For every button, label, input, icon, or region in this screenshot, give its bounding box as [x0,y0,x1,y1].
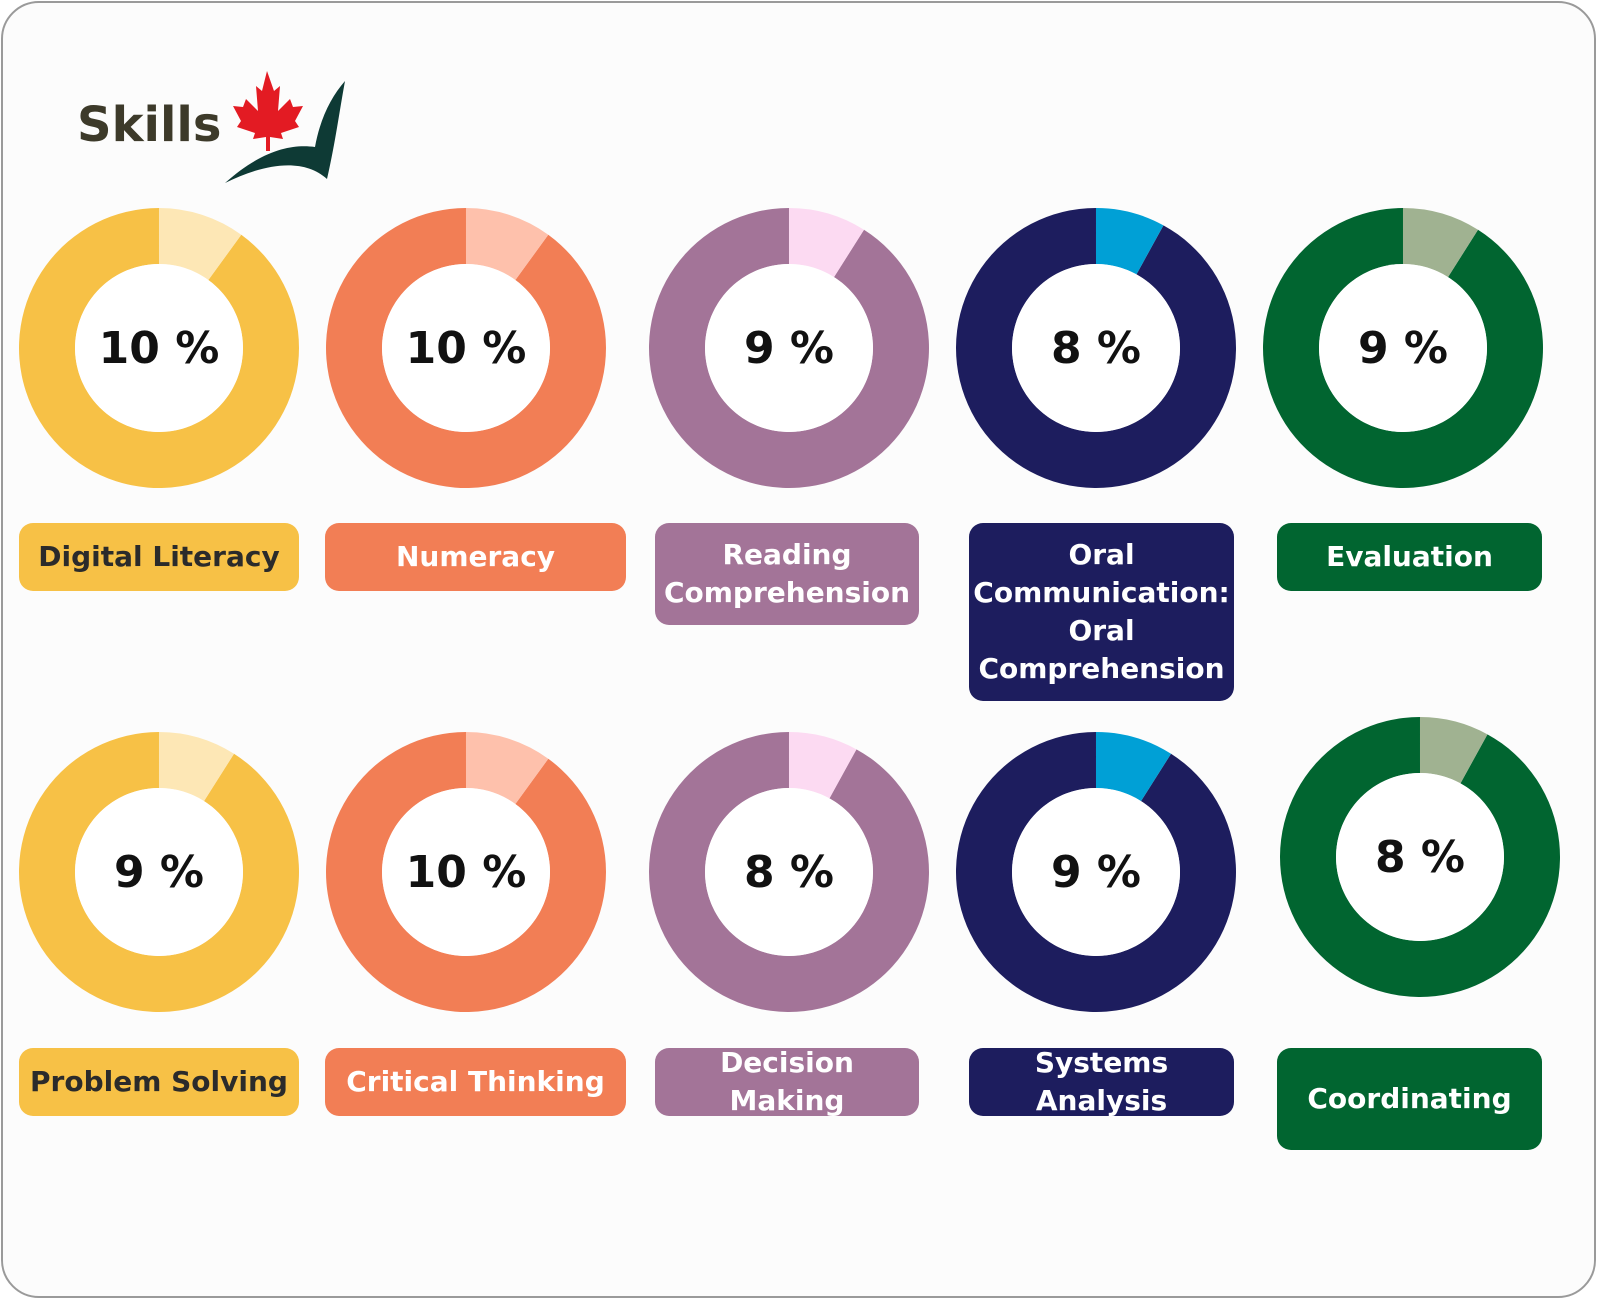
donut-slice-share [466,732,549,805]
skill-label-systems-analysis: Systems Analysis [969,1046,1234,1117]
donut-slice-share [159,208,242,281]
donut-percent-label: 10 % [405,846,527,898]
donut-problem-solving: 9 % [17,730,301,1014]
donut-percent-label: 9 % [1357,322,1449,374]
donut-svg [956,208,1236,488]
donut-percent-label: 8 % [743,846,835,898]
donut-slice-share [789,208,865,278]
donut-hole [705,788,873,956]
donut-slice-remainder [956,732,1236,1012]
donut-svg [649,208,929,488]
brand-title: Skills [77,97,222,153]
donut-slice-remainder [956,208,1236,488]
skill-label-decision-making: Decision Making [655,1046,919,1117]
donut-svg [956,732,1236,1012]
donut-hole [382,788,550,956]
donut-coordinating: 8 % [1278,715,1562,999]
skill-label-evaluation: Evaluation [1277,523,1542,591]
donut-oral-communication-oral-comprehension: 8 % [954,206,1238,490]
donut-hole [75,788,243,956]
donut-slice-remainder [18,208,299,488]
donut-slice-share [1096,732,1172,802]
donut-decision-making: 8 % [647,730,931,1014]
skill-label-critical-thinking: Critical Thinking [325,1048,626,1116]
donut-hole [705,264,873,432]
donut-numeracy: 10 % [324,206,608,490]
donut-slice-share [159,732,235,802]
donut-hole [1319,264,1487,432]
skill-label-reading-comprehension: Reading Comprehension [655,523,919,625]
skill-label-digital-literacy: Digital Literacy [19,523,299,591]
donut-digital-literacy: 10 % [17,206,301,490]
donut-svg [326,732,606,1012]
skill-label-oral-communication-oral-comprehension: Oral Communication: Oral Comprehension [969,523,1234,701]
donut-percent-label: 9 % [743,322,835,374]
maple-leaf-checkmark-icon [225,71,345,183]
skill-label-problem-solving: Problem Solving [19,1048,299,1116]
donut-svg [1280,717,1560,997]
donut-percent-label: 10 % [98,322,220,374]
donut-percent-label: 8 % [1374,831,1466,883]
brand-logo: Skills [77,69,347,189]
donut-hole [382,264,550,432]
donut-slice-remainder [649,732,929,1012]
donut-percent-label: 9 % [1050,846,1142,898]
donut-svg [649,732,929,1012]
donut-percent-label: 10 % [405,322,527,374]
donut-svg [326,208,606,488]
donut-slice-remainder [326,732,606,1012]
donut-critical-thinking: 10 % [324,730,608,1014]
donut-hole [1336,773,1504,941]
skill-label-numeracy: Numeracy [325,523,626,591]
donut-slice-share [1096,208,1164,275]
donut-svg [1263,208,1543,488]
donut-slice-remainder [1263,208,1543,488]
donut-evaluation: 9 % [1261,206,1545,490]
donut-svg [18,208,299,488]
donut-slice-remainder [1280,717,1560,997]
donut-slice-share [466,208,549,281]
donut-slice-remainder [18,732,299,1012]
donut-slice-share [1420,717,1488,784]
donut-slice-remainder [326,208,606,488]
donut-slice-share [1403,208,1479,278]
donut-percent-label: 8 % [1050,322,1142,374]
donut-hole [1012,264,1180,432]
donut-reading-comprehension: 9 % [647,206,931,490]
donut-slice-remainder [649,208,929,488]
donut-percent-label: 9 % [113,846,205,898]
donut-systems-analysis: 9 % [954,730,1238,1014]
donut-svg [18,732,299,1012]
donut-hole [1012,788,1180,956]
donut-slice-share [789,732,857,799]
donut-hole [75,264,243,432]
skill-label-coordinating: Coordinating [1277,1048,1542,1150]
